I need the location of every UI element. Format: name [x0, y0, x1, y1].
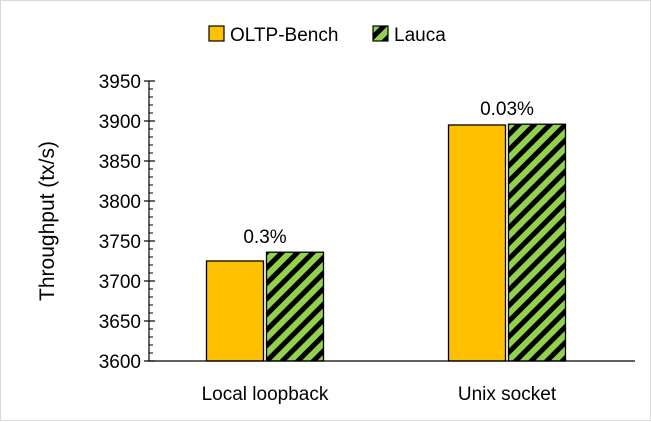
y-axis-title: Throughput (tx/s): [36, 141, 59, 301]
y-tick-label: 3800: [99, 192, 141, 213]
y-tick-label: 3600: [99, 352, 141, 373]
bar-lauca-unix-socket: [507, 123, 567, 362]
legend-swatch-lauca: [372, 25, 389, 42]
axes: [144, 80, 635, 362]
legend-swatch-oltp-bench: [208, 25, 225, 42]
bar-oltp-bench-local-loopback: [205, 260, 265, 362]
legend-label-oltp-bench: OLTP-Bench: [230, 25, 338, 46]
bar-lauca-local-loopback: [265, 251, 325, 362]
y-tick-label: 3700: [99, 272, 141, 293]
y-tick-label: 3950: [99, 72, 141, 93]
data-label: 0.03%: [480, 99, 534, 120]
y-tick-label: 3850: [99, 152, 141, 173]
category-label: Unix socket: [458, 384, 557, 405]
y-tick-label: 3750: [99, 232, 141, 253]
legend-label-lauca: Lauca: [394, 25, 446, 46]
data-label: 0.3%: [243, 227, 286, 248]
bars: [205, 123, 567, 362]
y-tick-label: 3900: [99, 112, 141, 133]
legend: OLTP-Bench Lauca: [208, 25, 446, 46]
labels: 0.3% Local loopback 0.03% Unix socket 3600 36…: [36, 72, 557, 405]
y-tick-label: 3650: [99, 312, 141, 333]
category-label: Local loopback: [202, 384, 329, 405]
bar-oltp-bench-unix-socket: [447, 124, 507, 362]
